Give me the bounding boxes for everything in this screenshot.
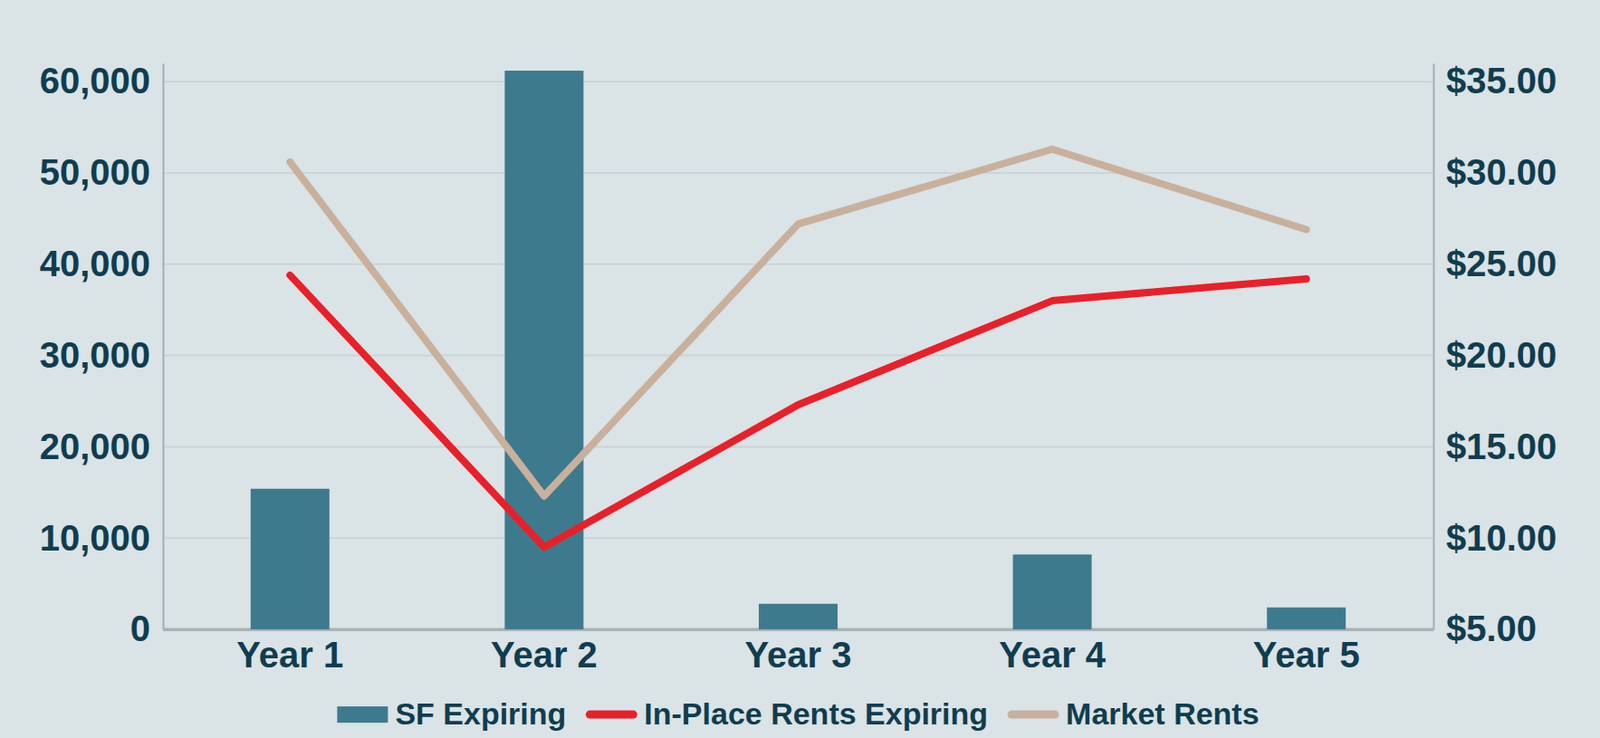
x-tick: Year 3 <box>745 629 853 675</box>
y2-tick: $10.00 <box>1433 517 1557 557</box>
y-tick: 20,000 <box>39 426 163 467</box>
y-tick: 60,000 <box>39 60 163 101</box>
y-tick-label: 40,000 <box>39 243 151 284</box>
y-tick-label: 0 <box>130 608 151 649</box>
x-tick: Year 2 <box>490 629 598 675</box>
y2-tick-label: $10.00 <box>1446 517 1557 557</box>
legend-swatch <box>1011 710 1055 719</box>
x-tick: Year 1 <box>236 629 344 675</box>
legend-label: SF Expiring <box>394 696 566 731</box>
y2-tick-label: $20.00 <box>1446 335 1557 375</box>
legend-item: In-Place Rents Expiring <box>589 696 988 731</box>
legend-swatch <box>336 706 388 723</box>
y2-tick: $35.00 <box>1433 60 1557 101</box>
grid-line <box>162 263 1434 266</box>
x-tick-label: Year 2 <box>490 634 598 675</box>
grid-line <box>162 354 1434 357</box>
grid <box>162 81 1434 630</box>
line <box>289 149 1306 497</box>
y-tick-label: 60,000 <box>39 60 151 101</box>
y2-axis: $5.00 $10.00 $15.00 $20.00 $25.00 $30.00 $35.0… <box>1433 60 1557 649</box>
grid-line <box>162 80 1434 83</box>
y-tick: 30,000 <box>39 335 163 375</box>
grid-line <box>162 172 1434 174</box>
x-tick-label: Year 5 <box>1253 634 1361 675</box>
y2-tick: $5.00 <box>1433 608 1537 649</box>
chart: 0 10,000 20,000 30,000 40,000 50,000 60,000 $5.… <box>0 0 1600 738</box>
line <box>289 275 1306 547</box>
y2-tick: $30.00 <box>1433 152 1557 192</box>
y-tick: 40,000 <box>39 243 163 284</box>
y2-tick-label: $35.00 <box>1446 60 1557 101</box>
grid-line <box>162 446 1434 449</box>
grid-line <box>162 536 1434 539</box>
y2-tick-label: $25.00 <box>1446 243 1557 284</box>
bar <box>250 488 330 630</box>
y2-tick-label: $15.00 <box>1446 426 1557 467</box>
y2-tick: $15.00 <box>1433 426 1557 467</box>
x-tick-label: Year 1 <box>236 634 344 675</box>
legend-label: In-Place Rents Expiring <box>643 696 988 731</box>
y-axis-line <box>162 64 165 631</box>
bar <box>1266 607 1346 630</box>
x-tick-label: Year 4 <box>998 634 1107 675</box>
x-tick: Year 5 <box>1253 629 1361 675</box>
y-tick: 50,000 <box>39 152 163 192</box>
bar <box>758 603 838 630</box>
y-tick-label: 20,000 <box>39 426 151 467</box>
y-tick-label: 30,000 <box>39 335 151 375</box>
y-tick-label: 10,000 <box>39 517 151 557</box>
y-tick: 0 <box>130 608 163 649</box>
y2-tick-label: $5.00 <box>1446 608 1537 649</box>
y-axis: 0 10,000 20,000 30,000 40,000 50,000 60,000 <box>39 60 164 649</box>
legend-label: Market Rents <box>1065 696 1260 731</box>
x-tick: Year 4 <box>998 629 1107 675</box>
legend-item: SF Expiring <box>336 696 566 731</box>
y-tick-label: 50,000 <box>39 152 151 192</box>
y2-axis-line <box>1433 64 1436 631</box>
y2-tick: $25.00 <box>1433 243 1557 284</box>
plot-area <box>250 70 1346 630</box>
bar <box>1013 554 1093 630</box>
y2-tick: $20.00 <box>1433 335 1557 375</box>
y2-tick-label: $30.00 <box>1446 152 1557 192</box>
x-axis: Year 1 Year 2 Year 3 Year 4 Year 5 <box>163 629 1435 675</box>
legend-swatch <box>589 710 633 719</box>
x-tick-label: Year 3 <box>745 634 853 675</box>
legend-item: Market Rents <box>1011 696 1260 731</box>
legend: SF Expiring In-Place Rents Expiring Market… <box>336 696 1259 731</box>
y-tick: 10,000 <box>39 517 163 557</box>
